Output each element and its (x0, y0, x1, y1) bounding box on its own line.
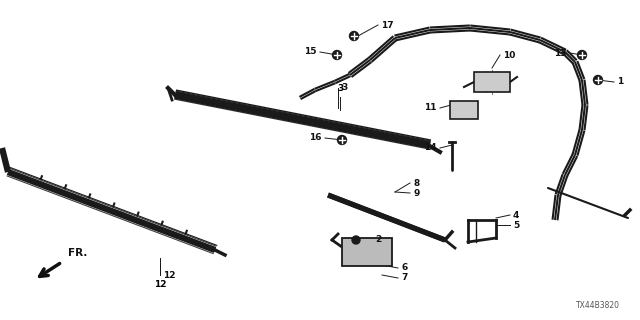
Text: 9: 9 (413, 188, 419, 197)
Text: 4: 4 (513, 211, 520, 220)
Circle shape (352, 236, 360, 244)
Text: 16: 16 (310, 133, 322, 142)
Circle shape (593, 76, 602, 84)
Circle shape (349, 31, 358, 41)
Circle shape (333, 51, 342, 60)
Text: 8: 8 (413, 179, 419, 188)
FancyBboxPatch shape (474, 72, 510, 92)
Circle shape (337, 135, 346, 145)
Text: 3: 3 (341, 84, 348, 92)
Text: FR.: FR. (68, 248, 88, 258)
Text: TX44B3820: TX44B3820 (576, 300, 620, 309)
Text: 12: 12 (154, 280, 166, 289)
Text: 15: 15 (305, 47, 317, 57)
Text: 7: 7 (401, 274, 408, 283)
Circle shape (577, 51, 586, 60)
Text: 10: 10 (503, 51, 515, 60)
Text: 17: 17 (381, 20, 394, 29)
Text: 5: 5 (513, 220, 519, 229)
Text: 12: 12 (163, 270, 175, 279)
Text: 14: 14 (424, 143, 437, 153)
Text: 2: 2 (375, 236, 381, 244)
Text: 11: 11 (424, 103, 437, 113)
Text: 1: 1 (617, 77, 623, 86)
Text: 13: 13 (554, 49, 567, 58)
FancyBboxPatch shape (342, 238, 392, 266)
Text: 3: 3 (337, 84, 343, 93)
Text: 6: 6 (401, 263, 407, 273)
FancyBboxPatch shape (450, 101, 478, 119)
